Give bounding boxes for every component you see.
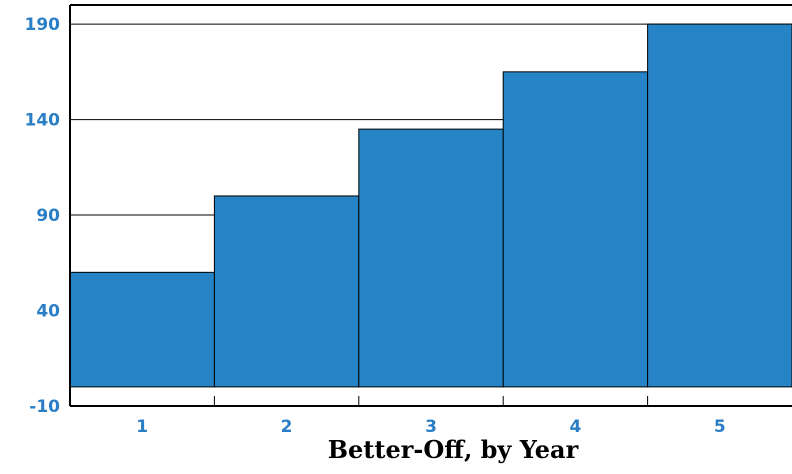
x-tick-label: 1	[136, 417, 148, 437]
axes	[69, 4, 792, 407]
bar-1	[69, 271, 215, 388]
x-tick-labels: 1 2 3 4 5	[136, 396, 726, 437]
x-tick-label: 3	[425, 417, 437, 437]
y-tick-label: 40	[36, 302, 60, 322]
bars	[69, 23, 792, 388]
bar-3	[358, 128, 504, 388]
x-axis-title: Better-Off, by Year	[328, 435, 579, 464]
y-tick-label: 90	[36, 206, 60, 226]
y-tick-labels: 190 140 90 40 -10	[25, 15, 61, 417]
bar-5	[647, 23, 792, 388]
y-tick-label: 140	[25, 111, 61, 131]
bar-4	[502, 71, 649, 388]
x-tick-label: 4	[569, 417, 581, 437]
y-tick-label: 190	[25, 15, 61, 35]
bar-2	[213, 195, 360, 388]
x-tick-label: 5	[714, 417, 726, 437]
y-tick-label: -10	[29, 397, 60, 417]
x-tick-label: 2	[281, 417, 293, 437]
